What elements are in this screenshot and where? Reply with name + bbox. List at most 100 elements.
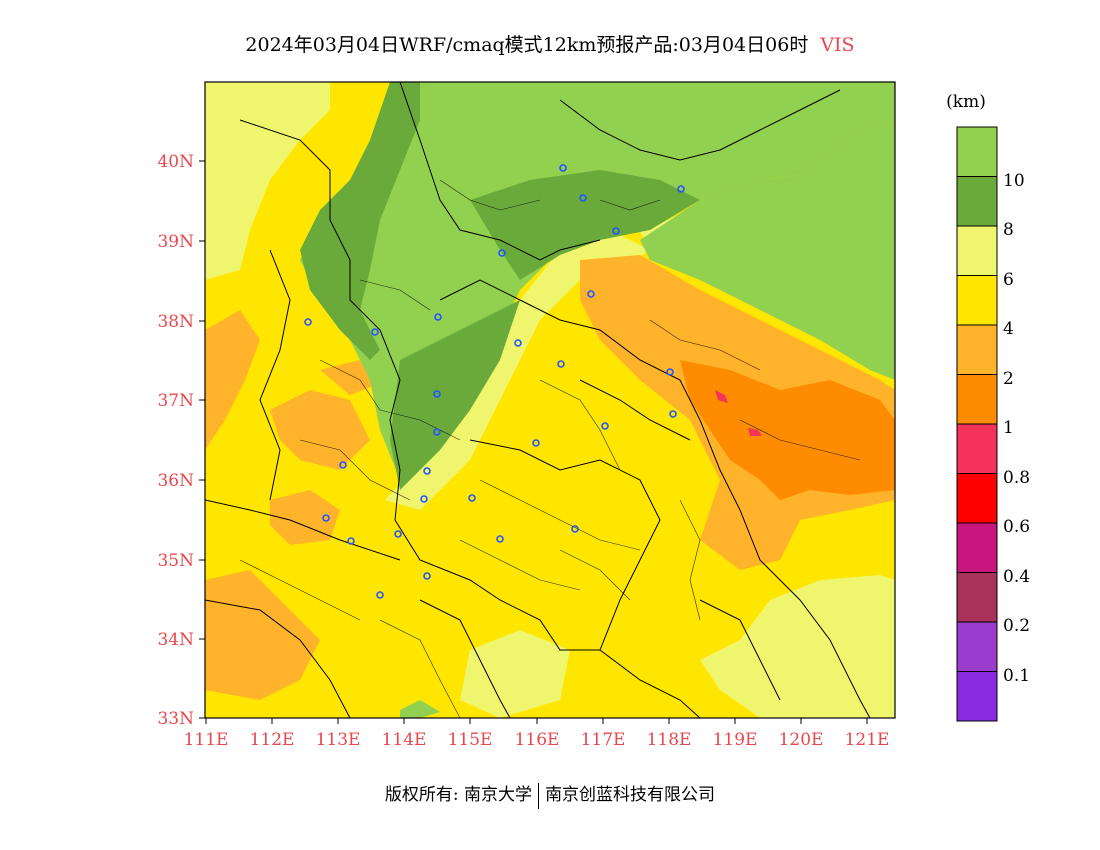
colorbar-bin bbox=[956, 522, 998, 573]
variable-name: VIS bbox=[820, 34, 855, 56]
vis-region-8-10-north bbox=[470, 170, 700, 280]
city-marker bbox=[347, 537, 355, 545]
lat-label: 39N bbox=[157, 232, 194, 252]
colorbar-label: 0.8 bbox=[1003, 468, 1030, 488]
city-marker bbox=[376, 591, 384, 599]
city-marker bbox=[557, 360, 565, 368]
vis-spot-0.8-1-b bbox=[748, 428, 762, 436]
colorbar-label: 1 bbox=[1003, 418, 1014, 438]
city-marker bbox=[587, 290, 595, 298]
city-marker bbox=[468, 494, 476, 502]
colorbar-label: 8 bbox=[1003, 220, 1014, 240]
lon-label: 113E bbox=[316, 730, 361, 750]
colorbar-bin bbox=[956, 225, 998, 276]
vis-region-2-4-west-c bbox=[205, 310, 260, 450]
vis-region-8-10-west bbox=[300, 82, 420, 360]
city-marker bbox=[571, 525, 579, 533]
lon-label: 118E bbox=[647, 730, 692, 750]
lat-label: 33N bbox=[157, 709, 194, 729]
colorbar-label: 10 bbox=[1003, 171, 1025, 191]
colorbar-bin bbox=[956, 374, 998, 425]
city-marker bbox=[423, 572, 431, 580]
city-marker bbox=[498, 249, 506, 257]
vis-spot-0.8-1-a bbox=[715, 390, 728, 403]
city-marker bbox=[496, 535, 504, 543]
city-marker bbox=[394, 530, 402, 538]
colorbar-bin bbox=[956, 473, 998, 524]
colorbar-label: 0.1 bbox=[1003, 666, 1030, 686]
latitude-axis bbox=[199, 160, 205, 719]
colorbar-bin bbox=[956, 572, 998, 623]
vis-region-gt10-south bbox=[400, 700, 440, 718]
copyright-footer: 版权所有: 南京大学 南京创蓝科技有限公司 bbox=[0, 780, 1100, 809]
lon-label: 120E bbox=[779, 730, 824, 750]
city-marker bbox=[669, 410, 677, 418]
colorbar-unit: (km) bbox=[946, 92, 986, 112]
lon-label: 116E bbox=[515, 730, 560, 750]
colorbar-label: 0.4 bbox=[1003, 567, 1030, 587]
vis-region-2-4-west-b bbox=[270, 490, 340, 545]
city-marker bbox=[420, 495, 428, 503]
city-marker bbox=[433, 428, 441, 436]
lon-label: 121E bbox=[845, 730, 890, 750]
lat-label: 34N bbox=[157, 630, 194, 650]
colorbar-bin bbox=[956, 176, 998, 227]
lat-label: 37N bbox=[157, 391, 194, 411]
city-marker bbox=[514, 339, 522, 347]
city-marker bbox=[304, 318, 312, 326]
vis-region-6-8-west bbox=[205, 82, 330, 280]
city-marker bbox=[532, 439, 540, 447]
vis-region-2-4-southwest bbox=[205, 570, 320, 700]
city-marker bbox=[434, 313, 442, 321]
colorbar-bin bbox=[956, 671, 998, 722]
city-marker bbox=[433, 390, 441, 398]
city-marker bbox=[371, 328, 379, 336]
lon-label: 117E bbox=[581, 730, 626, 750]
colorbar-label: 4 bbox=[1003, 319, 1014, 339]
city-marker bbox=[579, 194, 587, 202]
copyright-divider bbox=[538, 782, 540, 809]
county-borders bbox=[239, 179, 861, 718]
lat-label: 36N bbox=[157, 471, 194, 491]
longitude-axis bbox=[205, 718, 868, 724]
lon-label: 111E bbox=[184, 730, 229, 750]
colorbar-label: 6 bbox=[1003, 270, 1014, 290]
map-title: 2024年03月04日WRF/cmaq模式12km预报产品:03月04日06时 V… bbox=[0, 30, 1100, 57]
colorbar-bin bbox=[956, 275, 998, 326]
vis-region-2-4-west-a bbox=[270, 390, 370, 470]
colorbar-label: 0.2 bbox=[1003, 616, 1030, 636]
lon-label: 112E bbox=[250, 730, 295, 750]
colorbar-bin bbox=[956, 423, 998, 474]
vis-region-2-4-west-d bbox=[320, 360, 375, 395]
colorbar-label: 2 bbox=[1003, 369, 1014, 389]
vis-region-6-8-band bbox=[385, 230, 650, 510]
lat-label: 38N bbox=[157, 312, 194, 332]
lat-label: 40N bbox=[157, 152, 194, 172]
copyright-left: 版权所有: 南京大学 bbox=[384, 785, 533, 805]
province-borders bbox=[205, 82, 871, 718]
city-marker bbox=[339, 461, 347, 469]
city-marker bbox=[677, 185, 685, 193]
title-text: 2024年03月04日WRF/cmaq模式12km预报产品:03月04日06时 bbox=[245, 34, 809, 56]
colorbar-bin bbox=[956, 621, 998, 672]
city-marker bbox=[423, 467, 431, 475]
colorbar-bin bbox=[956, 324, 998, 375]
vis-region-1-2 bbox=[680, 360, 895, 500]
vis-region-gt10-bohai bbox=[640, 120, 895, 380]
lon-label: 119E bbox=[713, 730, 758, 750]
city-marker bbox=[666, 368, 674, 376]
city-marker bbox=[322, 514, 330, 522]
colorbar-label: 0.6 bbox=[1003, 517, 1030, 537]
city-markers bbox=[304, 164, 685, 599]
lon-label: 114E bbox=[382, 730, 427, 750]
colorbar bbox=[956, 126, 998, 722]
city-marker bbox=[559, 164, 567, 172]
map-field bbox=[205, 82, 895, 718]
vis-region-8-10-center bbox=[390, 300, 520, 490]
lon-label: 115E bbox=[448, 730, 493, 750]
vis-region-6-8-south bbox=[460, 630, 570, 718]
colorbar-bin bbox=[956, 126, 998, 177]
city-marker bbox=[612, 227, 620, 235]
lat-label: 35N bbox=[157, 551, 194, 571]
